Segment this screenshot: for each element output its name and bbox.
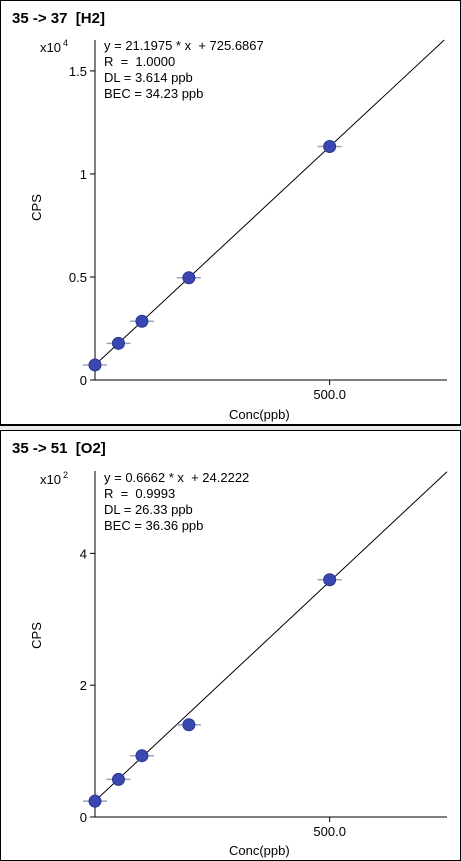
- y-tick-label: 1: [80, 167, 87, 182]
- calibration-panel-h2: 35 -> 37 [H2] x10 4 y = 21.1975 * x + 725…: [0, 0, 461, 430]
- chart-plot: 0 2 4 500.0: [80, 471, 448, 839]
- data-point: [111, 336, 125, 350]
- bec-text: BEC = 36.36 ppb: [104, 518, 204, 533]
- y-exponent: x10 4: [40, 38, 68, 55]
- x-axis-label: Conc(ppb): [229, 843, 290, 858]
- data-point: [135, 749, 149, 763]
- fit-stats: y = 0.6662 * x + 24.2222 R = 0.9993 DL =…: [104, 470, 249, 534]
- r-value-text: R = 0.9993: [104, 486, 176, 501]
- exponent-power: 2: [62, 470, 68, 480]
- data-point: [111, 772, 125, 786]
- x-tick-label: 500.0: [313, 387, 346, 402]
- y-tick-label: 4: [80, 546, 87, 561]
- y-axis-label: CPS: [28, 194, 44, 221]
- r-value-text: R = 1.0000: [104, 54, 176, 69]
- panel-separator: [0, 426, 461, 430]
- exponent-base: x10: [40, 472, 61, 487]
- chart-plot: 0 0.5 1 1.5 500.0: [69, 39, 447, 402]
- exponent-power: 4: [62, 38, 68, 48]
- y-tick-label: 1.5: [69, 64, 87, 79]
- calibration-panel-o2: 35 -> 51 [O2] x10 2 y = 0.6662 * x + 24.2…: [0, 430, 461, 861]
- equation-text: y = 21.1975 * x + 725.6867: [104, 38, 264, 53]
- dl-text: DL = 26.33 ppb: [104, 502, 193, 517]
- y-axis-label: CPS: [28, 622, 44, 649]
- fit-line: [94, 471, 448, 802]
- dl-text: DL = 3.614 ppb: [104, 70, 193, 85]
- fit-line: [94, 39, 445, 366]
- data-point: [323, 573, 337, 587]
- exponent-base: x10: [40, 40, 61, 55]
- data-point: [135, 314, 149, 328]
- fit-stats: y = 21.1975 * x + 725.6867 R = 1.0000 DL…: [104, 38, 264, 102]
- y-tick-label: 0: [80, 373, 87, 388]
- data-point: [182, 271, 196, 285]
- data-point: [88, 358, 102, 372]
- y-tick-label: 0: [80, 810, 87, 825]
- y-tick-label: 2: [80, 678, 87, 693]
- chart-title: 35 -> 51 [O2]: [12, 440, 106, 457]
- data-point: [182, 718, 196, 732]
- data-point: [323, 140, 337, 154]
- equation-text: y = 0.6662 * x + 24.2222: [104, 470, 250, 485]
- y-tick-label: 0.5: [69, 270, 87, 285]
- data-point: [88, 794, 102, 808]
- y-exponent: x10 2: [40, 470, 68, 487]
- bec-text: BEC = 34.23 ppb: [104, 86, 204, 101]
- x-tick-label: 500.0: [313, 824, 346, 839]
- chart-title: 35 -> 37 [H2]: [12, 10, 105, 27]
- x-axis-label: Conc(ppb): [229, 407, 290, 422]
